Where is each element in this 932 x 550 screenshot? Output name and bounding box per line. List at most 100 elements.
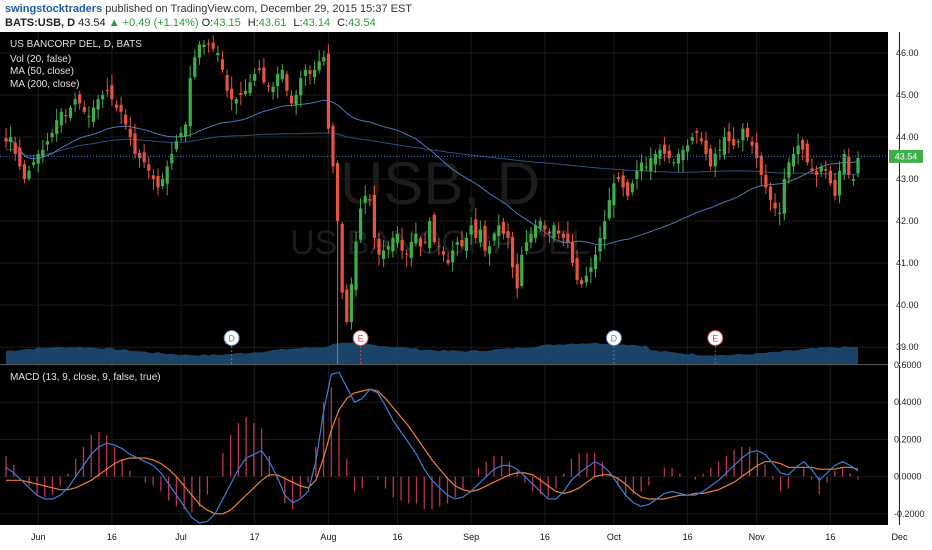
candle-body [96, 99, 100, 110]
candle-body [161, 179, 165, 187]
candle-body [722, 137, 726, 155]
candle-body [391, 237, 395, 252]
candle-body [787, 162, 791, 178]
candle-body [418, 238, 423, 247]
candle-body [478, 229, 482, 242]
macd-pane [5, 371, 859, 524]
time-tick-label: Jun [31, 532, 46, 542]
candle-body [4, 138, 8, 142]
candle-body [488, 246, 492, 254]
candle-body [575, 258, 579, 280]
candle-body [483, 225, 487, 251]
time-tick-label: Nov [749, 532, 766, 542]
time-tick-label: 17 [250, 532, 260, 542]
candle-body [773, 202, 777, 209]
candle-body [759, 155, 763, 175]
candle-body [27, 170, 31, 179]
candle-body [699, 138, 703, 142]
candle-body [225, 75, 229, 91]
high-value: 43.61 [258, 17, 287, 29]
candle-body [805, 143, 809, 163]
candle-body [59, 111, 63, 126]
candle-body [732, 139, 736, 146]
candle-body [791, 153, 796, 167]
candle-body [91, 107, 96, 122]
candle-body [718, 149, 722, 151]
high-label: H: [247, 17, 259, 29]
candle-body [441, 251, 446, 255]
candle-body [193, 57, 197, 77]
candle-body [336, 163, 340, 222]
macd-tick-label: -0.2000 [894, 509, 925, 519]
candle-body [713, 153, 717, 167]
candle-body [824, 169, 828, 171]
low-label: L: [293, 17, 303, 29]
candle-body [464, 237, 469, 251]
event-label: E [358, 334, 364, 344]
candle-body [248, 82, 252, 94]
gridlines [0, 32, 900, 525]
candle-body [750, 141, 754, 146]
candle-body [87, 116, 91, 118]
candle-body [202, 44, 206, 47]
time-tick-label: Dec [891, 532, 908, 542]
legend-ma50: MA (50, close) [10, 66, 74, 77]
price-tick-label: 45.00 [896, 90, 919, 100]
candle-body [639, 162, 644, 172]
price-badge-text: 43.54 [895, 151, 918, 161]
candle-body [676, 153, 680, 164]
macd-line [5, 371, 859, 524]
candle-body [856, 158, 860, 174]
candle-body [446, 259, 450, 264]
candle-body [36, 153, 40, 164]
price-tick-label: 39.00 [896, 342, 919, 352]
ma200-line [5, 132, 859, 175]
candle-body [128, 128, 132, 138]
candle-body [709, 148, 713, 167]
candle-body [9, 137, 13, 142]
time-tick-label: Sep [463, 532, 479, 542]
candle-body [382, 250, 386, 259]
legend-title: US BANCORP DEL, D, BATS [10, 39, 142, 50]
candle-body [239, 93, 243, 95]
candle-body [501, 222, 505, 234]
event-label: D [228, 334, 235, 344]
candle-body [736, 141, 740, 143]
candle-body [147, 164, 151, 171]
candle-body [345, 289, 349, 322]
candle-body [285, 74, 289, 91]
candle-body [197, 44, 201, 58]
author-link[interactable]: swingstocktraders [5, 3, 103, 15]
candle-body [151, 175, 155, 180]
candle-body [630, 183, 634, 193]
candle-body [570, 242, 575, 264]
candle-body [50, 132, 54, 138]
candle-body [506, 231, 510, 238]
event-circle [605, 330, 622, 346]
candle-body [566, 233, 570, 243]
time-tick-label: 16 [107, 532, 117, 542]
candle-body [18, 147, 22, 167]
candle-body [538, 221, 542, 229]
macd-pane-bg [0, 365, 888, 525]
price-badge-bg [889, 149, 923, 163]
candle-body [266, 85, 271, 87]
candle-body [82, 106, 86, 112]
candle-body [289, 95, 294, 104]
candle-body [423, 241, 427, 243]
event-circle [707, 330, 724, 346]
candle-body [515, 264, 519, 289]
candle-body [851, 179, 855, 181]
candle-body [303, 69, 307, 76]
candle-body [667, 150, 671, 159]
candle-body [133, 133, 137, 154]
candle-body [663, 144, 667, 154]
event-circle [223, 330, 240, 346]
candle-body [561, 233, 565, 238]
candle-body [322, 57, 326, 62]
candle-body [727, 131, 731, 142]
candle-body [230, 88, 234, 100]
signal-line [6, 388, 859, 515]
